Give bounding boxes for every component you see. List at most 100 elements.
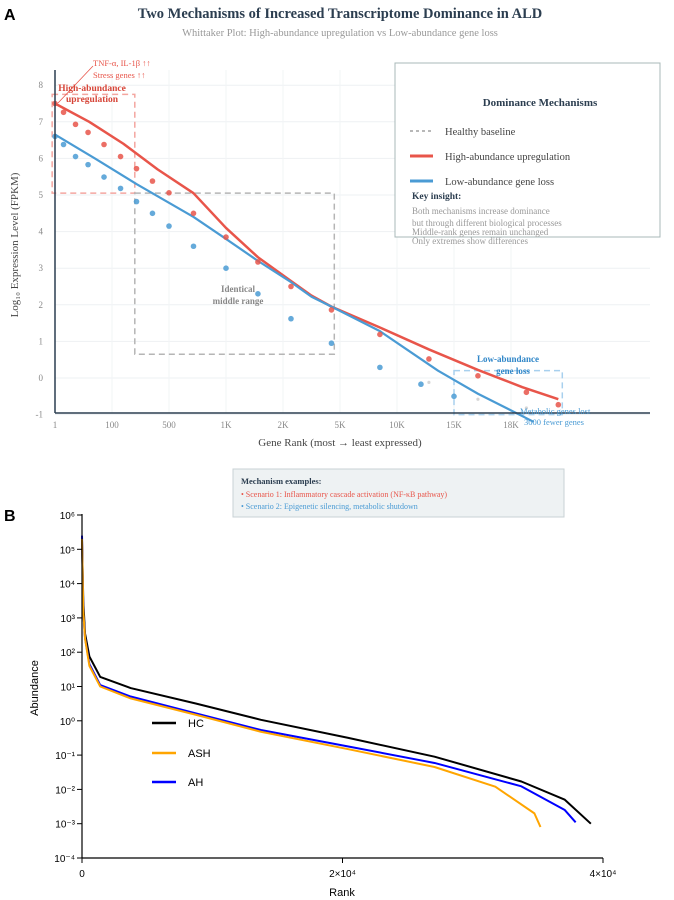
mechanism-examples-box: Mechanism examples: • Scenario 1: Inflam… bbox=[232, 468, 565, 518]
series-line-ash bbox=[81, 538, 542, 828]
high-label-line1: High-abundance bbox=[58, 84, 126, 94]
example-scenario-1: • Scenario 1: Inflammatory cascade activ… bbox=[241, 490, 447, 499]
legend-entry-hc: HC bbox=[188, 718, 204, 730]
data-point bbox=[288, 315, 294, 322]
chart-b-x-ticks: 0 2×10⁴ 4×10⁴ bbox=[79, 858, 616, 880]
y-tick-label: 8 bbox=[39, 80, 44, 90]
x-tick-label: 15K bbox=[446, 420, 462, 430]
data-point bbox=[475, 373, 481, 379]
data-point bbox=[166, 223, 172, 229]
chart-a-highlight-boxes bbox=[51, 93, 564, 416]
series-line-1 bbox=[54, 133, 535, 423]
chart-a-subtitle: Whittaker Plot: High-abundance upregulat… bbox=[182, 28, 498, 39]
highlight-box-high bbox=[51, 93, 136, 194]
data-point bbox=[190, 243, 197, 250]
low-callout-line2: 3000 fewer genes bbox=[524, 417, 584, 427]
x-tick-label: 1 bbox=[53, 420, 58, 430]
data-point bbox=[418, 381, 424, 388]
y-tick-label: 0 bbox=[39, 373, 44, 383]
legend-box bbox=[394, 62, 661, 238]
examples-title: Mechanism examples: bbox=[241, 476, 322, 486]
low-label-line1: Low-abundance bbox=[477, 354, 539, 364]
data-point bbox=[255, 291, 261, 297]
high-label-line2: upregulation bbox=[66, 95, 119, 105]
data-point bbox=[190, 210, 197, 217]
data-point bbox=[133, 198, 140, 205]
legend-entry-upregulation: High-abundance upregulation bbox=[445, 152, 571, 163]
data-point bbox=[223, 234, 229, 240]
chart-a-title: Two Mechanisms of Increased Transcriptom… bbox=[138, 6, 543, 22]
panel-label-b: B bbox=[4, 508, 16, 525]
data-point bbox=[476, 397, 480, 401]
x-tick-label: 2×10⁴ bbox=[329, 869, 356, 880]
y-tick-label: 6 bbox=[39, 153, 44, 163]
data-point bbox=[72, 153, 79, 160]
x-tick-label: 1K bbox=[221, 420, 233, 430]
chart-b-legend: HC ASH AH bbox=[152, 718, 211, 789]
x-tick-label: 18K bbox=[503, 420, 519, 430]
data-point bbox=[426, 356, 432, 362]
panel-label-a: A bbox=[4, 7, 16, 24]
data-point bbox=[85, 129, 91, 136]
examples-box-bg bbox=[232, 468, 565, 518]
x-tick-label: 2K bbox=[278, 420, 290, 430]
low-callout-line1: Metabolic genes lost bbox=[520, 406, 591, 416]
highlight-box-low bbox=[453, 369, 564, 416]
data-point bbox=[223, 265, 229, 272]
x-tick-label: 100 bbox=[105, 420, 119, 430]
data-point bbox=[328, 340, 335, 347]
data-point bbox=[255, 259, 261, 265]
chart-b-x-label: Rank bbox=[329, 887, 355, 899]
middle-label-line1: Identical bbox=[221, 284, 256, 294]
y-tick-label: 10⁴ bbox=[60, 580, 75, 591]
insight-line-4: Only extremes show differences bbox=[412, 236, 529, 246]
chart-a-y-ticks: -1 0 1 2 3 4 5 6 7 8 bbox=[36, 80, 44, 419]
y-tick-label: 10⁻¹ bbox=[55, 751, 75, 762]
y-tick-label: 10³ bbox=[61, 614, 76, 625]
data-point bbox=[427, 380, 431, 384]
data-point bbox=[288, 283, 294, 290]
middle-label-line2: middle range bbox=[213, 296, 264, 306]
legend-entry-loss: Low-abundance gene loss bbox=[445, 177, 554, 188]
y-tick-label: 5 bbox=[39, 190, 44, 200]
example-scenario-2: • Scenario 2: Epigenetic silencing, meta… bbox=[241, 502, 418, 511]
y-tick-label: -1 bbox=[36, 410, 44, 420]
y-tick-label: 4 bbox=[39, 227, 44, 237]
data-point bbox=[523, 389, 530, 396]
legend-entry-baseline: Healthy baseline bbox=[445, 127, 516, 138]
legend-entry-ah: AH bbox=[188, 777, 203, 789]
series-line-ah bbox=[81, 535, 577, 823]
y-tick-label: 10⁶ bbox=[60, 511, 75, 522]
highlight-box-middle bbox=[134, 192, 336, 355]
data-point bbox=[377, 364, 383, 371]
y-tick-label: 10⁻⁴ bbox=[54, 854, 75, 865]
y-tick-label: 7 bbox=[39, 117, 44, 127]
low-label-line2: gene loss bbox=[496, 366, 530, 376]
legend-entry-ash: ASH bbox=[188, 748, 211, 760]
data-point bbox=[101, 141, 107, 148]
data-point bbox=[133, 165, 140, 172]
chart-b-y-label: Abundance bbox=[29, 660, 41, 716]
data-point bbox=[60, 109, 67, 116]
y-tick-label: 10⁵ bbox=[60, 545, 75, 556]
chart-b-y-ticks: 10⁻⁴ 10⁻³ 10⁻² 10⁻¹ 10⁰ 10¹ 10² 10³ 10⁴ 10⁵ 10⁶ bbox=[54, 511, 82, 865]
callout-high-line1: TNF-α, IL-1β ↑↑ bbox=[93, 58, 151, 68]
chart-a-x-ticks: 1 100 500 1K 2K 5K 10K 15K 18K bbox=[53, 420, 520, 430]
chart-a-legend: Dominance Mechanisms Healthy baseline Hi… bbox=[394, 62, 661, 246]
y-tick-label: 1 bbox=[39, 336, 44, 346]
data-point bbox=[117, 185, 124, 192]
y-tick-label: 3 bbox=[39, 263, 44, 273]
x-tick-label: 10K bbox=[389, 420, 405, 430]
chart-a-lines bbox=[54, 102, 559, 423]
insight-line-2: but through different biological process… bbox=[412, 218, 562, 228]
data-point bbox=[328, 307, 335, 313]
y-tick-label: 2 bbox=[39, 300, 44, 310]
data-point bbox=[524, 406, 528, 410]
legend-title: Dominance Mechanisms bbox=[483, 97, 598, 109]
callout-pointer-high bbox=[57, 65, 94, 104]
chart-b-lines bbox=[81, 535, 592, 828]
data-point bbox=[117, 153, 124, 160]
data-point bbox=[60, 141, 67, 148]
x-tick-label: 500 bbox=[162, 420, 176, 430]
